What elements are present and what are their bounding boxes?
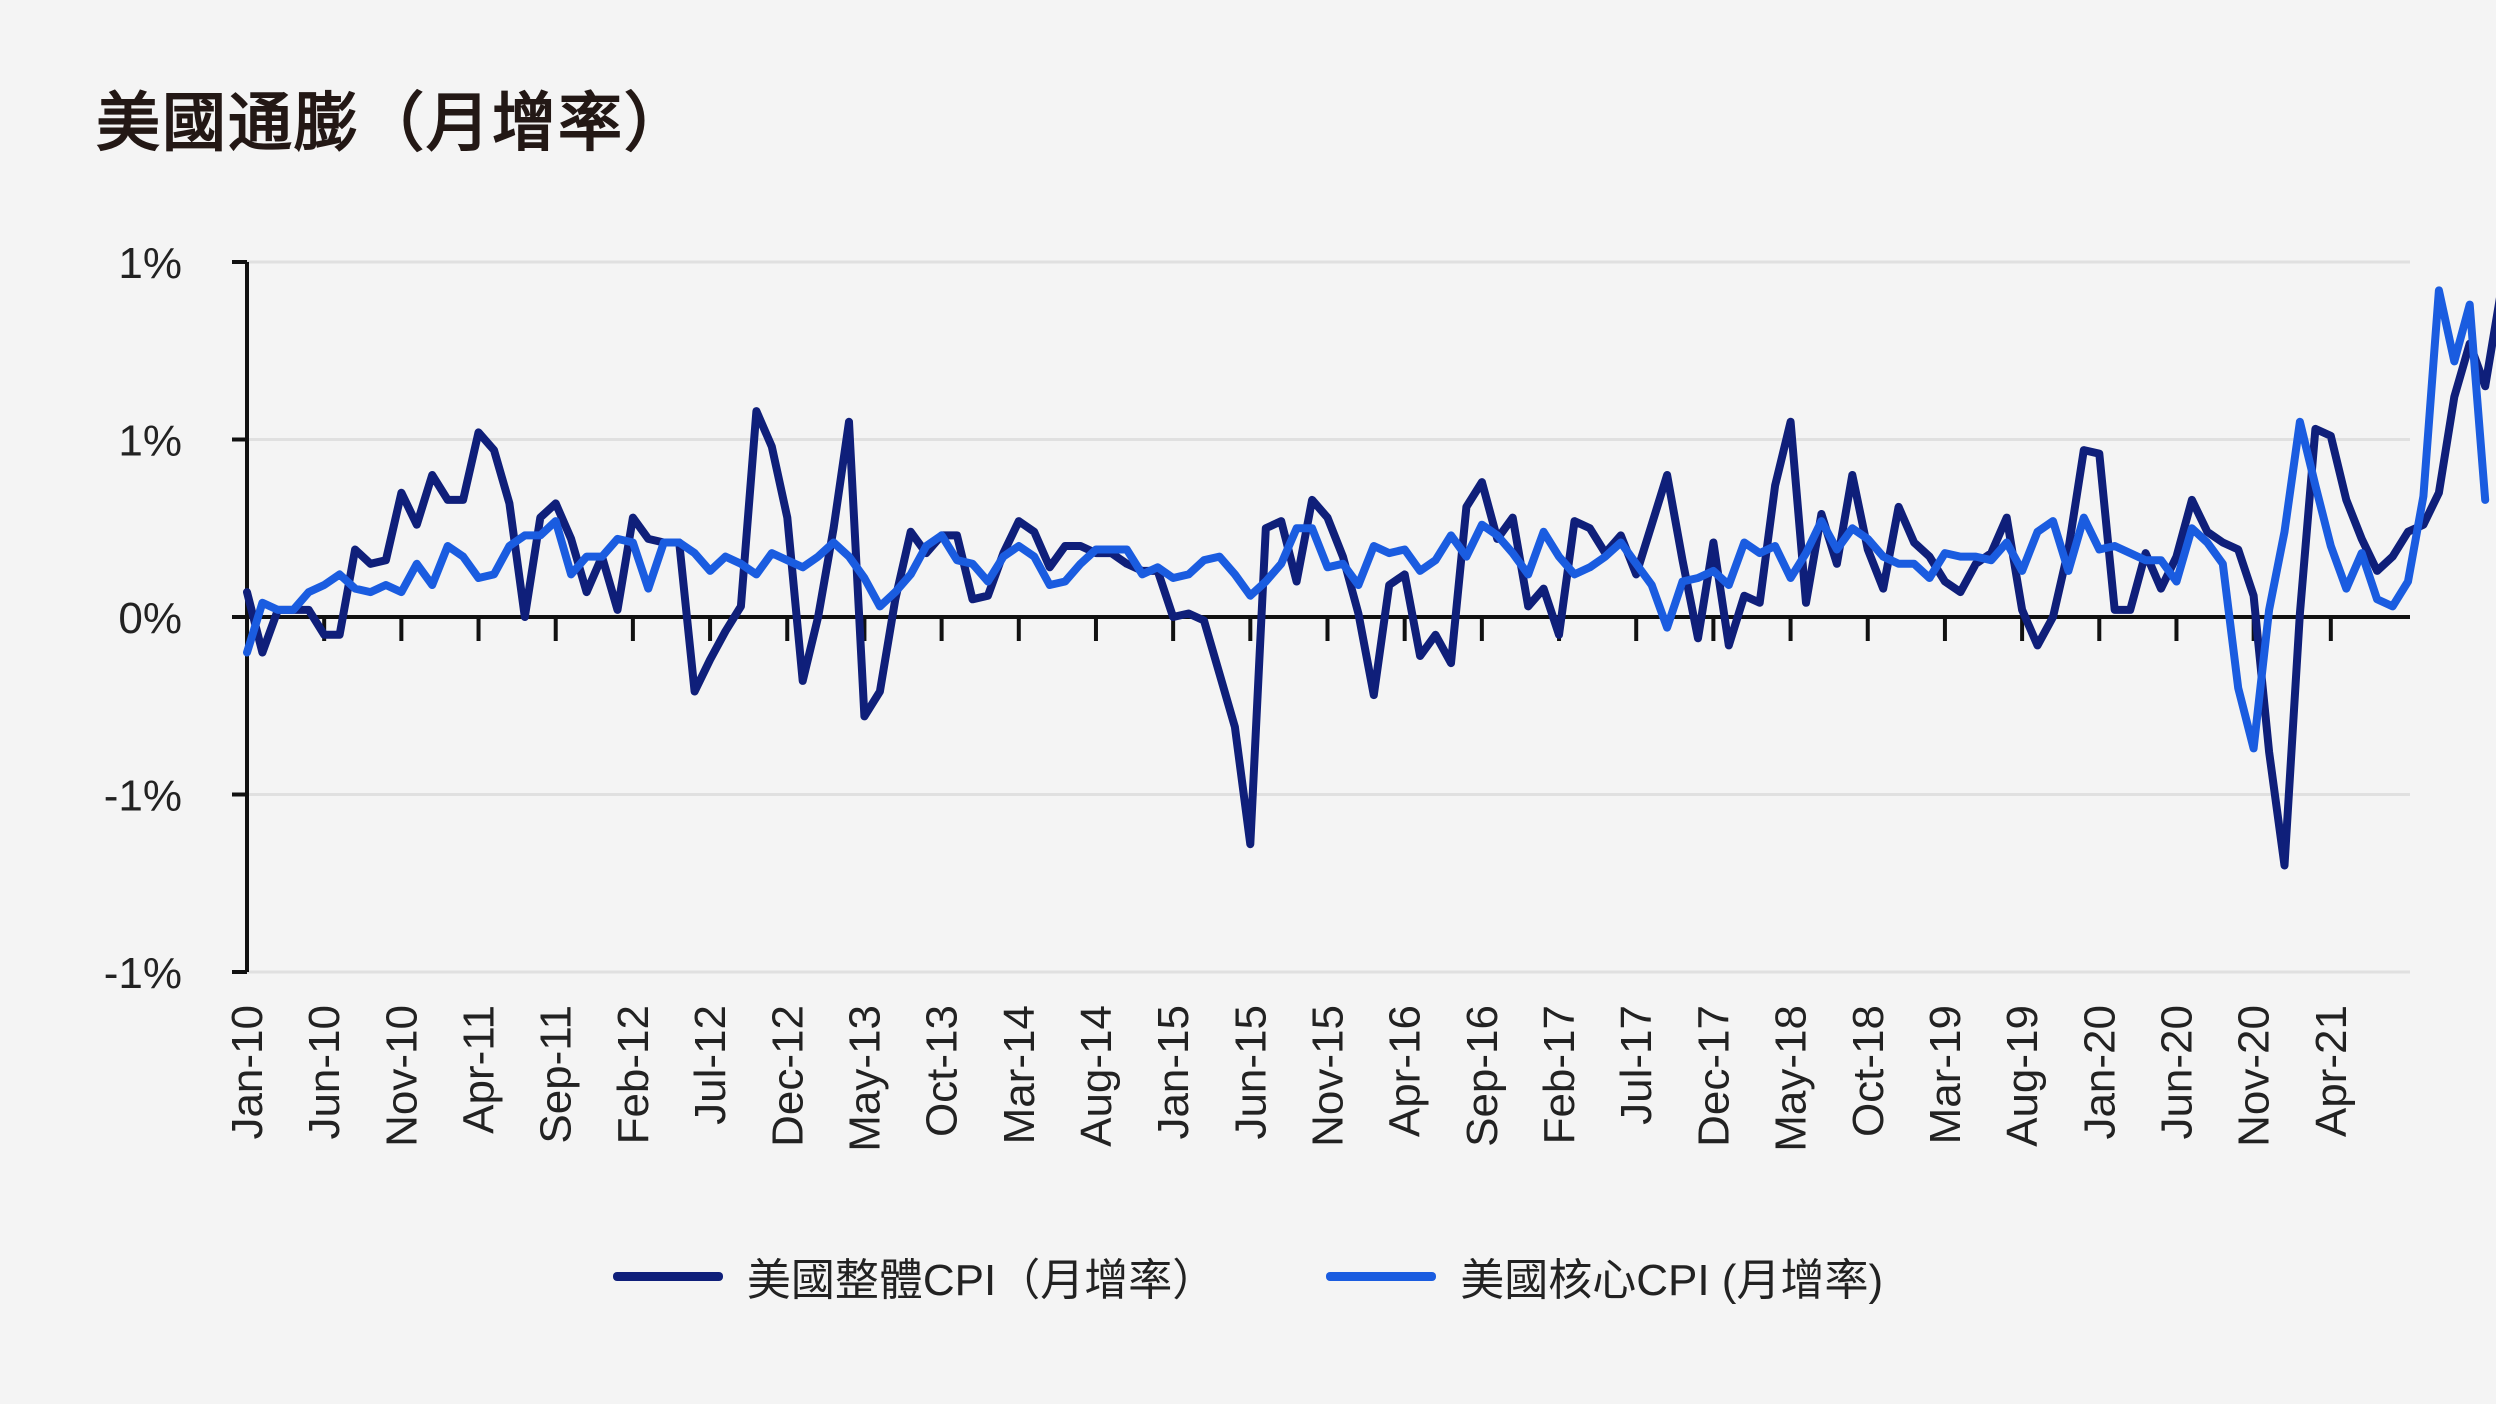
y-tick-label-1: 1% (118, 417, 182, 466)
legend-label-core-cpi: 美國核心CPI (月增率) (1460, 1256, 1884, 1305)
x-tick-label-27: Apr-21 (2307, 1005, 2356, 1137)
legend-item-core-cpi: 美國核心CPI (月增率) (1326, 1244, 1883, 1308)
x-tick-label-12: Jan-15 (1149, 1005, 1198, 1140)
x-tick-label-2: Nov-10 (377, 1005, 426, 1147)
x-tick-label-19: Dec-17 (1689, 1005, 1738, 1147)
x-tick-label-21: Oct-18 (1844, 1005, 1893, 1137)
x-tick-label-1: Jun-10 (300, 1005, 349, 1140)
y-tick-label-0: 1% (118, 239, 182, 288)
y-tick-label-3: -1% (104, 772, 182, 821)
x-tick-label-15: Apr-16 (1381, 1005, 1430, 1137)
x-tick-label-18: Jul-17 (1612, 1005, 1661, 1125)
y-tick-label-4: -1% (104, 949, 182, 998)
series-line-headline-cpi (243, 297, 2496, 870)
legend-label-headline-cpi: 美國整體CPI（月增率） (746, 1256, 1217, 1305)
chart-title: 美國通膨（月增率） (96, 87, 690, 161)
x-tick-label-5: Feb-12 (609, 1005, 658, 1144)
x-tick-label-17: Feb-17 (1535, 1005, 1584, 1144)
legend-item-headline-cpi: 美國整體CPI（月增率） (612, 1244, 1217, 1308)
x-tick-label-6: Jul-12 (686, 1005, 735, 1125)
legend-swatch-core-cpi (1326, 1271, 1437, 1281)
x-tick-label-16: Sep-16 (1458, 1005, 1507, 1147)
x-tick-label-10: Mar-14 (995, 1005, 1044, 1144)
x-tick-label-8: May-13 (840, 1005, 889, 1152)
x-tick-label-13: Jun-15 (1226, 1005, 1275, 1140)
x-tick-label-20: May-18 (1767, 1005, 1816, 1152)
x-tick-label-14: Nov-15 (1304, 1005, 1353, 1147)
tick-labels: 1% 1% 0% -1% -1% Jan-10 Jun-10 Nov-10 Apr-11 Sep-… (104, 239, 2356, 1152)
x-tick-label-3: Apr-11 (455, 1005, 504, 1134)
legend-swatch-headline-cpi (612, 1271, 723, 1281)
x-tick-label-23: Aug-19 (1998, 1005, 2047, 1147)
legend: 美國整體CPI（月增率） 美國核心CPI (月增率) (0, 1244, 2496, 1308)
y-tick-label-2: 0% (118, 594, 182, 643)
x-tick-label-9: Oct-13 (918, 1005, 967, 1137)
series-line-core-cpi (243, 286, 2490, 753)
x-tick-label-0: Jan-10 (223, 1005, 272, 1140)
x-tick-label-4: Sep-11 (532, 1005, 581, 1144)
x-tick-label-7: Dec-12 (763, 1005, 812, 1147)
x-tick-label-24: Jan-20 (2075, 1005, 2124, 1140)
x-tick-label-11: Aug-14 (1072, 1005, 1121, 1147)
axes (232, 260, 2410, 974)
x-tick-label-25: Jun-20 (2152, 1005, 2201, 1140)
gridlines (247, 260, 2410, 974)
series-lines (243, 286, 2496, 870)
x-tick-label-22: Mar-19 (1921, 1005, 1970, 1144)
x-tick-label-26: Nov-20 (2230, 1005, 2279, 1147)
